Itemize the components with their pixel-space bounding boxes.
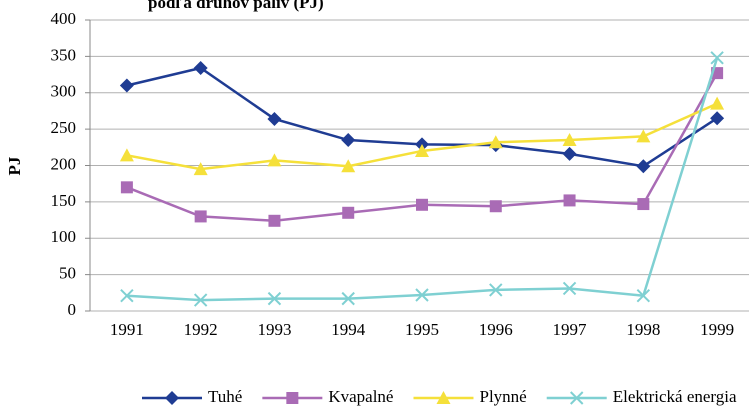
legend-label: Tuhé (208, 387, 242, 406)
y-tick-label: 400 (51, 9, 77, 28)
x-tick-label: 1991 (110, 320, 144, 339)
marker (267, 291, 282, 306)
y-tick-label: 300 (51, 82, 77, 101)
y-tick-label: 0 (68, 300, 77, 319)
chart-title: podľa druhov palív (PJ) (148, 0, 324, 12)
legend-marker (570, 391, 584, 405)
series-line (126, 102, 718, 171)
marker (710, 111, 725, 126)
legend-label: Plynné (479, 387, 526, 406)
y-tick-label: 250 (51, 118, 77, 137)
marker (415, 143, 429, 157)
marker (267, 111, 282, 126)
marker (710, 96, 725, 110)
x-tick-label: 1997 (553, 320, 588, 339)
marker (119, 148, 134, 162)
marker (637, 198, 650, 211)
marker (636, 289, 651, 303)
marker (636, 129, 651, 143)
marker (193, 293, 208, 307)
y-axis-label: PJ (5, 156, 24, 175)
x-tick-label: 1992 (184, 320, 218, 339)
marker (193, 162, 208, 176)
marker (341, 159, 356, 173)
legend-marker (436, 391, 451, 404)
marker (341, 291, 355, 306)
marker (119, 78, 134, 93)
y-tick-label: 200 (51, 154, 77, 173)
series-line (126, 57, 719, 302)
marker (710, 51, 724, 65)
marker (562, 146, 577, 161)
marker (194, 210, 207, 223)
y-tick-label: 350 (51, 45, 77, 64)
marker (268, 214, 281, 227)
x-tick-label: 1993 (257, 320, 291, 339)
legend-label: Elektrická energia (613, 387, 737, 406)
y-tick-label: 50 (59, 264, 76, 283)
y-tick-label: 150 (51, 191, 77, 210)
marker (193, 61, 208, 76)
legend-label: Kvapalné (328, 387, 393, 406)
marker (415, 288, 429, 302)
x-tick-label: 1998 (626, 320, 660, 339)
x-tick-label: 1995 (405, 320, 439, 339)
x-tick-label: 1996 (479, 320, 513, 339)
y-tick-label: 100 (51, 227, 77, 246)
marker (636, 159, 651, 174)
marker (267, 153, 282, 167)
x-tick-label: 1999 (700, 320, 734, 339)
marker (416, 198, 428, 211)
legend-marker (165, 391, 179, 405)
marker (489, 200, 502, 213)
x-tick-label: 1994 (331, 320, 366, 339)
marker (562, 281, 577, 296)
marker (489, 283, 503, 297)
marker (563, 194, 576, 207)
legend-marker (286, 392, 299, 404)
marker (120, 289, 134, 303)
marker (342, 206, 355, 219)
marker (120, 181, 133, 194)
marker (341, 133, 356, 148)
marker (562, 133, 577, 147)
marker (488, 135, 503, 149)
